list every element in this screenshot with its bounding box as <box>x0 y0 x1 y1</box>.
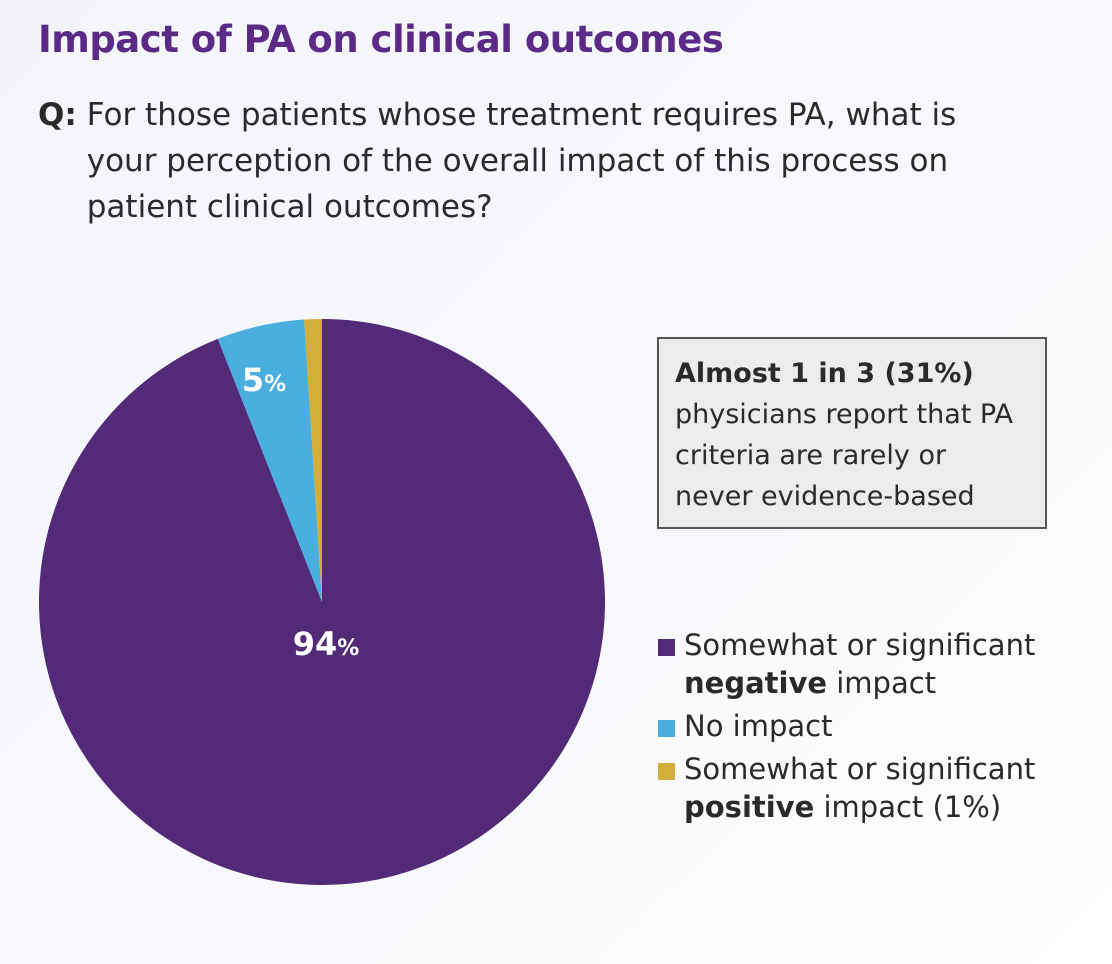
survey-question: Q: For those patients whose treatment re… <box>38 92 1038 230</box>
pie-slice-none <box>217 319 322 602</box>
legend-swatch-positive <box>658 763 675 780</box>
pie-label-none: 5% <box>242 361 286 399</box>
legend-bold: positive <box>684 790 815 824</box>
legend-text: impact (1%) <box>814 790 1002 824</box>
legend-text: impact <box>827 666 937 700</box>
question-prefix: Q: <box>38 97 77 133</box>
legend-item-none: No impact <box>658 707 1112 745</box>
pie-slice-positive <box>304 319 322 602</box>
callout-text: physicians report that PA criteria are r… <box>675 399 1013 512</box>
legend-text: No impact <box>684 709 833 743</box>
callout-headline: Almost 1 in 3 (31%) <box>675 358 974 389</box>
pie-label-negative: 94% <box>293 625 360 663</box>
legend-swatch-none <box>658 720 675 737</box>
legend-swatch-negative <box>658 639 675 656</box>
pie-slice-negative <box>39 319 605 885</box>
callout-box: Almost 1 in 3 (31%) physicians report th… <box>657 337 1047 529</box>
chart-title: Impact of PA on clinical outcomes <box>38 18 724 61</box>
legend: Somewhat or significant negative impact … <box>658 626 1112 831</box>
question-text: For those patients whose treatment requi… <box>86 97 957 225</box>
legend-bold: negative <box>684 666 828 700</box>
legend-item-negative: Somewhat or significant negative impact <box>658 626 1112 702</box>
legend-item-positive: Somewhat or significant positive impact … <box>658 750 1112 826</box>
legend-text: Somewhat or significant <box>684 752 1036 786</box>
legend-text: Somewhat or significant <box>684 628 1036 662</box>
